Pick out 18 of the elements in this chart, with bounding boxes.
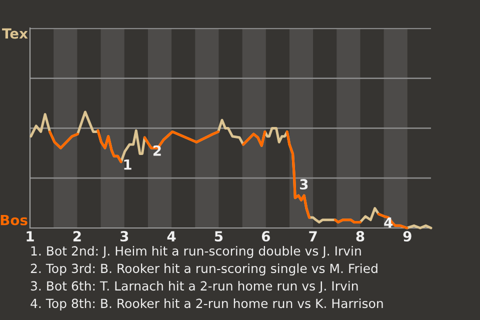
- x-tick-label: 1: [26, 231, 34, 242]
- x-tick-label: 8: [356, 231, 364, 242]
- x-tick-label: 6: [262, 231, 270, 242]
- x-tick-label: 7: [309, 231, 317, 242]
- text: Bos: [0, 214, 28, 226]
- x-tick-label: 9: [403, 231, 412, 242]
- text: Tex: [2, 28, 28, 39]
- x-tick-label: 4: [167, 231, 176, 242]
- x-tick-label: 2: [73, 231, 81, 242]
- annotation: 1: [124, 160, 132, 170]
- x-tick-label: 5: [214, 231, 223, 242]
- text: 3. Bot 6th: T. Larnach hit a 2-run home run vs J. Irvin: [30, 280, 358, 293]
- x-tick-label: 3: [120, 231, 128, 242]
- text: 1. Bot 2nd: J. Heim hit a run-scoring double vs J. Irvin: [31, 246, 361, 258]
- text: 4. Top 8th: B. Rooker hit a 2-run home run vs K. Harrison: [30, 298, 383, 311]
- annotation: 3: [300, 179, 308, 190]
- annotation: 4: [384, 218, 393, 228]
- text: 2. Top 3rd: B. Rooker hit a run-scoring single vs M. Fried: [30, 263, 378, 276]
